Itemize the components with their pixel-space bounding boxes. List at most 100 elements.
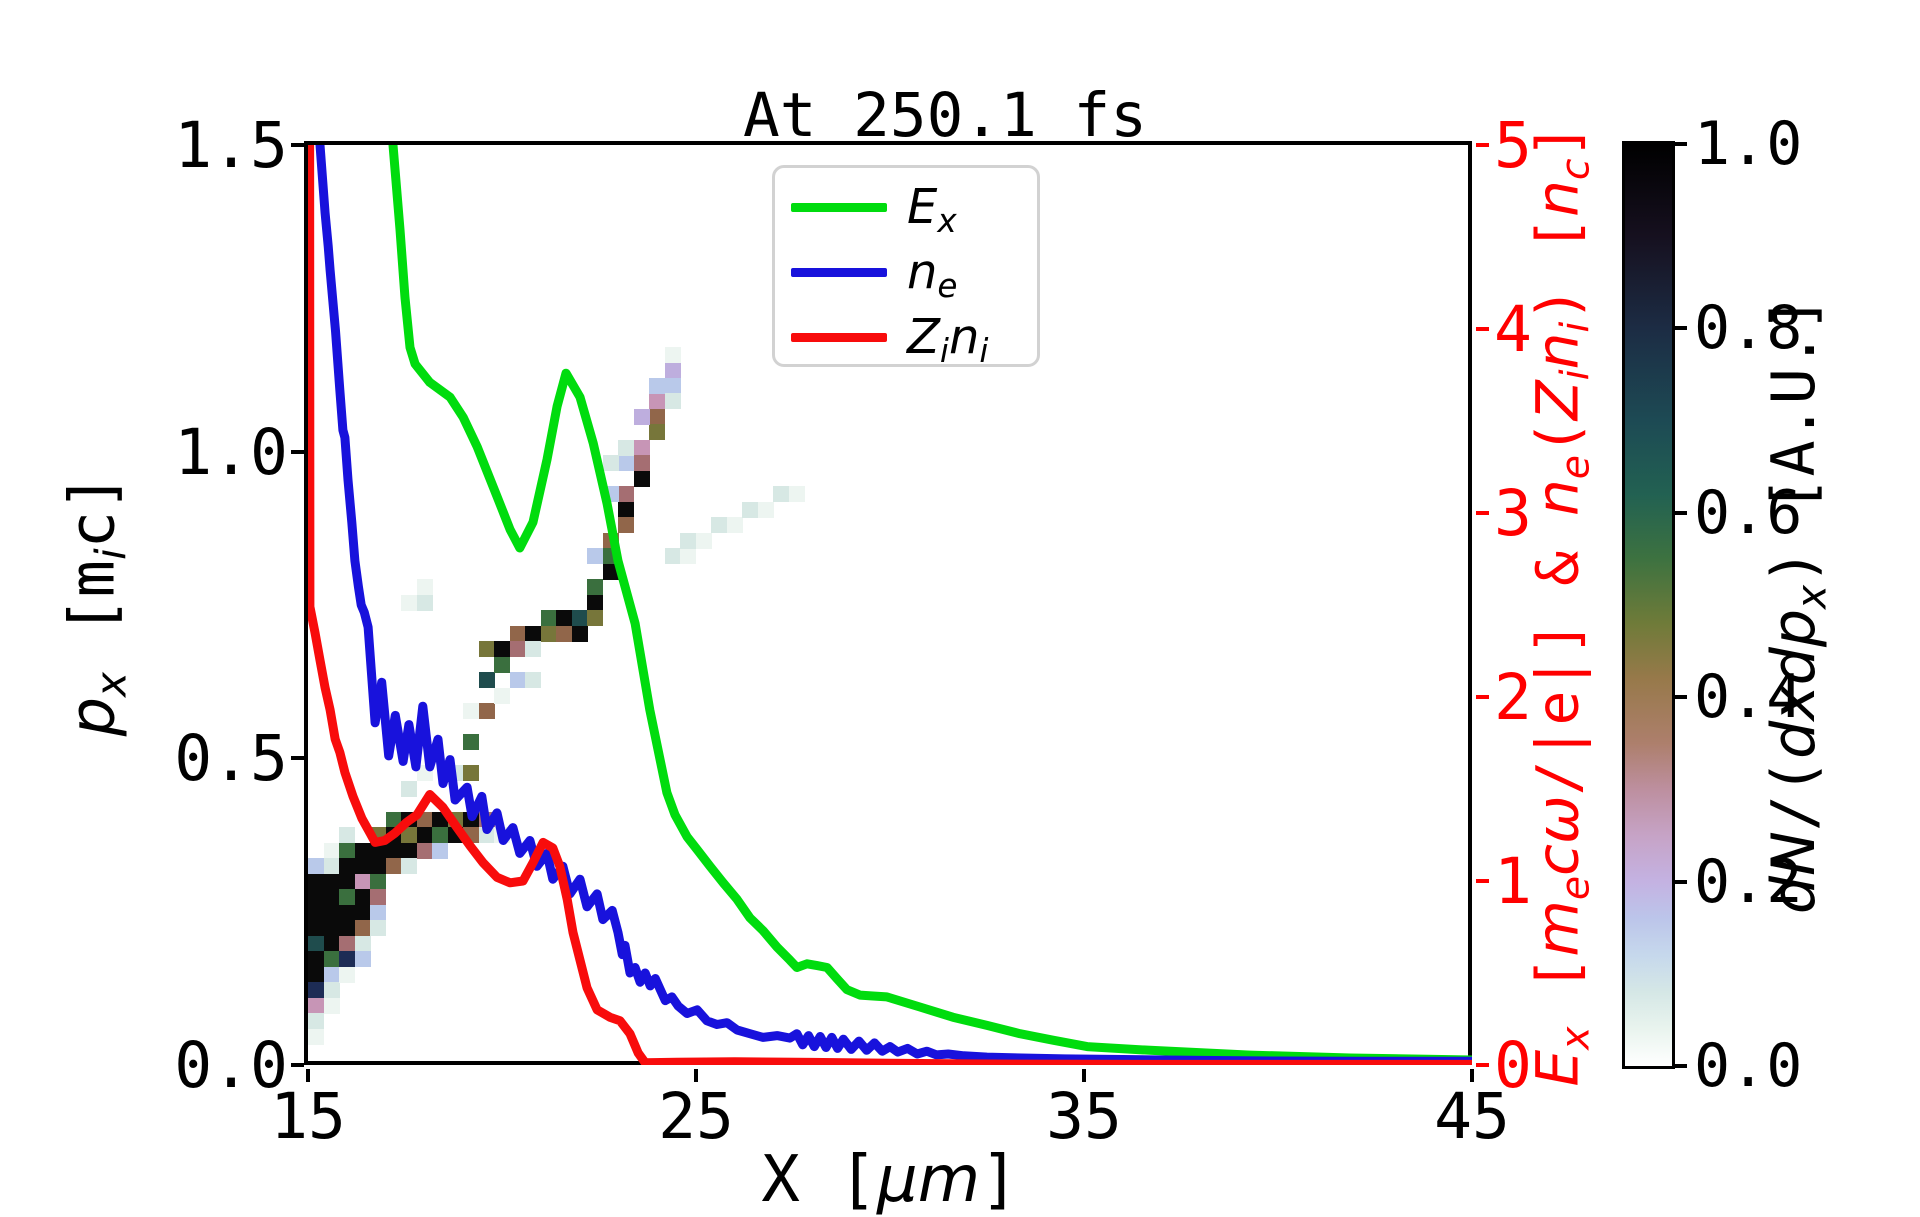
heatmap-cell [385,842,402,859]
heatmap-cell [308,889,324,905]
heatmap-cell [525,625,541,642]
heatmap-cell [323,889,340,905]
y-left-tick-label: 1.0 [174,415,288,489]
heatmap-cell [401,842,417,859]
heatmap-cell [556,610,572,626]
heatmap-cell [664,393,681,409]
colorbar-tick [1675,1064,1687,1068]
heatmap-cell [339,935,355,952]
heatmap-cell [370,858,386,874]
colorbar-tick-label: 0.2 [1694,846,1803,917]
heatmap-cell [308,982,324,998]
heatmap-cell [385,811,402,828]
heatmap-cell [680,532,696,549]
x-tick-label: 35 [1046,1080,1122,1153]
heatmap-cell [525,641,541,657]
heatmap-cell [664,548,681,564]
heatmap-cell [540,610,557,626]
legend-entry-ne: ne [775,247,1037,305]
y-right-tick-label: 0 [1494,1029,1532,1102]
heatmap-cell [308,873,324,890]
heatmap-cell [339,920,355,936]
colorbar-label: dN/(dxdpx) [A.U.] [1758,295,1836,915]
heatmap-cell [478,641,495,657]
heatmap-cell [649,393,665,409]
heatmap-cell [633,470,650,487]
heatmap-cell [509,625,526,642]
zini-legend-label: Zini [907,309,989,371]
heatmap-cell [416,594,433,611]
ne-legend-label: ne [907,244,958,306]
heatmap-cell [339,951,355,967]
ne-curve [315,145,1472,1065]
heatmap-cell [354,951,371,967]
legend-entry-zini: Zini [775,312,1037,370]
x-tick [694,1069,698,1082]
plot-title: At 250.1 fs [743,80,1147,151]
heatmap-cell [308,1013,324,1029]
y-left-tick [291,756,304,761]
heatmap-cell [370,873,386,890]
heatmap-cell [618,501,634,518]
heatmap-cell [370,889,386,905]
ex-curve [388,145,1472,1065]
y-left-tick-label: 0.0 [174,1029,288,1102]
colorbar-tick [1675,326,1687,331]
heatmap-cell [416,579,433,595]
colorbar-tick [1675,142,1687,146]
x-tick [1082,1069,1086,1082]
heatmap-cell [633,408,650,425]
heatmap-cell [587,594,603,611]
heatmap-cell [633,455,650,471]
heatmap-cell [618,486,634,502]
colorbar-tick-label: 1.0 [1694,109,1803,179]
heatmap-cell [339,858,355,874]
heatmap-cell [323,842,340,859]
heatmap-cell [711,517,727,533]
y-right-tick [1476,143,1489,147]
heatmap-cell [540,625,557,642]
y-right-tick-label: 2 [1494,661,1532,734]
heatmap-cell [463,734,479,750]
heatmap-cell [354,920,371,936]
heatmap-cell [571,625,588,642]
y-right-tick-label: 5 [1494,109,1532,182]
colorbar-tick [1675,510,1687,515]
heatmap-cell [308,966,324,983]
heatmap-cell [649,424,665,440]
heatmap-cell [633,439,650,456]
y-axis-right-label: Ex [mecω/|e|] & ne(Zini) [nc] [1523,123,1599,1087]
colorbar-tick [1675,695,1687,700]
zini-legend-swatch [791,333,887,342]
heatmap-cell [354,873,371,890]
x-tick-label: 25 [658,1080,734,1153]
heatmap-cell [370,904,386,921]
ex-legend-label: Ex [907,179,957,241]
heatmap-cell [618,517,634,533]
x-tick-label: 45 [1434,1080,1510,1153]
zini-curve [308,145,1472,1065]
ne-legend-swatch [791,268,887,277]
heatmap-cell [401,594,417,611]
y-left-tick-label: 0.5 [174,722,288,796]
y-left-tick [291,143,304,147]
y-right-tick [1476,695,1489,699]
heatmap-cell [478,703,495,719]
heatmap-cell [323,966,340,983]
heatmap-cell [757,501,774,518]
heatmap-cell [323,920,340,936]
heatmap-cell [354,842,371,859]
heatmap-cell [339,842,355,859]
colorbar-tick-label: 0.4 [1694,662,1803,733]
heatmap-cell [354,889,371,905]
heatmap-cell [618,439,634,456]
colorbar [1622,141,1675,1069]
heatmap-cell [649,377,665,394]
heatmap-cell [308,1028,324,1045]
heatmap-cell [385,858,402,874]
heatmap-cell [323,997,340,1014]
x-axis-label: X [μm] [761,1143,1019,1217]
heatmap-cell [618,455,634,471]
